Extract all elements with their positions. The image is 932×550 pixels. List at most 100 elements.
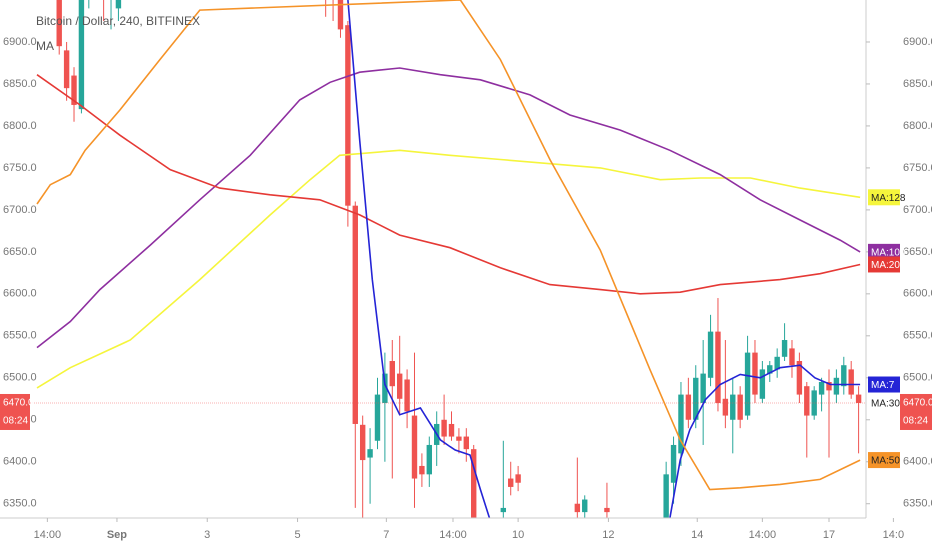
candle-body xyxy=(389,361,395,387)
x-tick-label: 14 xyxy=(691,529,703,541)
candle-body xyxy=(367,449,373,458)
candle-body xyxy=(685,394,692,420)
y-tick-label-left: 6500.0 xyxy=(3,372,37,384)
candle-body xyxy=(841,365,847,387)
candle-body xyxy=(804,386,810,416)
price-label-bg xyxy=(0,393,30,430)
candle-body xyxy=(752,352,758,395)
y-tick-label-left: 6400.0 xyxy=(3,456,37,468)
candle-body xyxy=(663,474,669,518)
candle-body xyxy=(396,373,403,399)
x-tick-label: 7 xyxy=(383,529,389,541)
y-tick-label-left: 6750.0 xyxy=(3,162,37,174)
y-tick-label: 6500.0 xyxy=(903,372,932,384)
candle-body xyxy=(707,331,714,378)
candle-body xyxy=(456,436,462,441)
x-tick-label: 14:00 xyxy=(34,529,62,541)
ma-label-bg xyxy=(868,243,900,260)
ma-label-bg xyxy=(868,452,900,469)
candle-body xyxy=(63,50,70,89)
candle-body xyxy=(818,381,825,395)
candle-body xyxy=(848,369,854,395)
ma-label: MA:200 xyxy=(871,260,906,271)
y-tick-label: 6400.0 xyxy=(903,456,932,468)
ma-line xyxy=(36,67,861,349)
candle-body xyxy=(737,394,743,420)
x-tick-label: 14:00 xyxy=(749,529,777,541)
candle-body xyxy=(345,25,351,206)
price-label: 6470.0 xyxy=(3,398,34,409)
y-tick-label-left: 6650.0 xyxy=(3,246,37,258)
x-tick-label: 14:0 xyxy=(883,529,904,541)
candle-body xyxy=(115,0,122,9)
y-tick-label: 6350.0 xyxy=(903,498,932,510)
candle-body xyxy=(508,478,514,487)
candle-body xyxy=(789,348,795,366)
candle-body xyxy=(700,373,706,403)
candle-body xyxy=(693,377,699,420)
ma-line xyxy=(36,74,861,295)
ma-label: MA:30 xyxy=(871,399,900,410)
candle-body xyxy=(515,474,521,483)
candle-body xyxy=(715,331,721,403)
price-label: 6470.0 xyxy=(903,398,932,409)
candle-body xyxy=(404,379,410,412)
ma-line xyxy=(36,149,861,389)
candle-body xyxy=(382,373,388,403)
y-tick-label-left: 6600.0 xyxy=(3,288,37,300)
y-tick-label-left: 6550.0 xyxy=(3,330,37,342)
y-tick-label: 6600.0 xyxy=(903,288,932,300)
ma-label-bg xyxy=(868,256,900,273)
y-tick-label-left: 6900.0 xyxy=(3,36,37,48)
axes: 6350.06350.06400.06400.06450.06450.06500… xyxy=(0,36,932,541)
candle-body xyxy=(826,381,832,391)
candle-body xyxy=(337,0,344,30)
y-tick-label: 6750.0 xyxy=(903,162,932,174)
candle-body xyxy=(78,0,85,110)
candle-body xyxy=(71,75,77,105)
plot-area xyxy=(0,0,866,518)
x-tick-label: 14:00 xyxy=(439,529,467,541)
candle-body xyxy=(759,369,766,399)
y-tick-label: 6550.0 xyxy=(903,330,932,342)
candle-body xyxy=(811,390,817,416)
candle-body xyxy=(441,419,447,437)
chart-title: Bitcoin / Dollar, 240, BITFINEX xyxy=(36,14,200,28)
candle-body xyxy=(56,0,62,47)
candle-body xyxy=(582,499,588,513)
candle-body xyxy=(448,423,455,437)
candle-body xyxy=(426,444,432,475)
candle-body xyxy=(744,352,751,416)
y-tick-label-left: 6800.0 xyxy=(3,120,37,132)
candle-body xyxy=(678,394,684,454)
candle-body xyxy=(352,205,358,424)
y-tick-label-left: 6350.0 xyxy=(3,498,37,510)
x-tick-label: 3 xyxy=(204,529,210,541)
ma-label: MA:50 xyxy=(871,456,900,467)
countdown-label: 08:24 xyxy=(903,416,928,427)
candle-body xyxy=(670,444,677,483)
candle-body xyxy=(767,365,773,374)
x-tick-label: 12 xyxy=(602,529,614,541)
y-tick-label-left: 6850.0 xyxy=(3,78,37,90)
candle-body xyxy=(359,424,366,461)
candle-body xyxy=(419,465,425,475)
indicator-name: MA xyxy=(36,39,54,53)
ma-line xyxy=(36,0,861,491)
y-tick-label: 6900.0 xyxy=(903,36,932,48)
candle-body xyxy=(471,449,477,518)
candle-body xyxy=(796,361,803,395)
candle-body xyxy=(411,415,418,479)
candle-body xyxy=(374,394,381,441)
y-tick-label: 6700.0 xyxy=(903,204,932,216)
x-tick-label: 17 xyxy=(823,529,835,541)
ma-label-bg xyxy=(868,394,900,411)
candle-body xyxy=(781,340,788,357)
candle-body xyxy=(774,356,780,370)
y-tick-label-left: 6700.0 xyxy=(3,204,37,216)
candle-body xyxy=(833,377,840,395)
ma-label: MA:100 xyxy=(871,248,906,259)
candle-body xyxy=(500,507,507,513)
ma-label-bg xyxy=(868,376,900,393)
